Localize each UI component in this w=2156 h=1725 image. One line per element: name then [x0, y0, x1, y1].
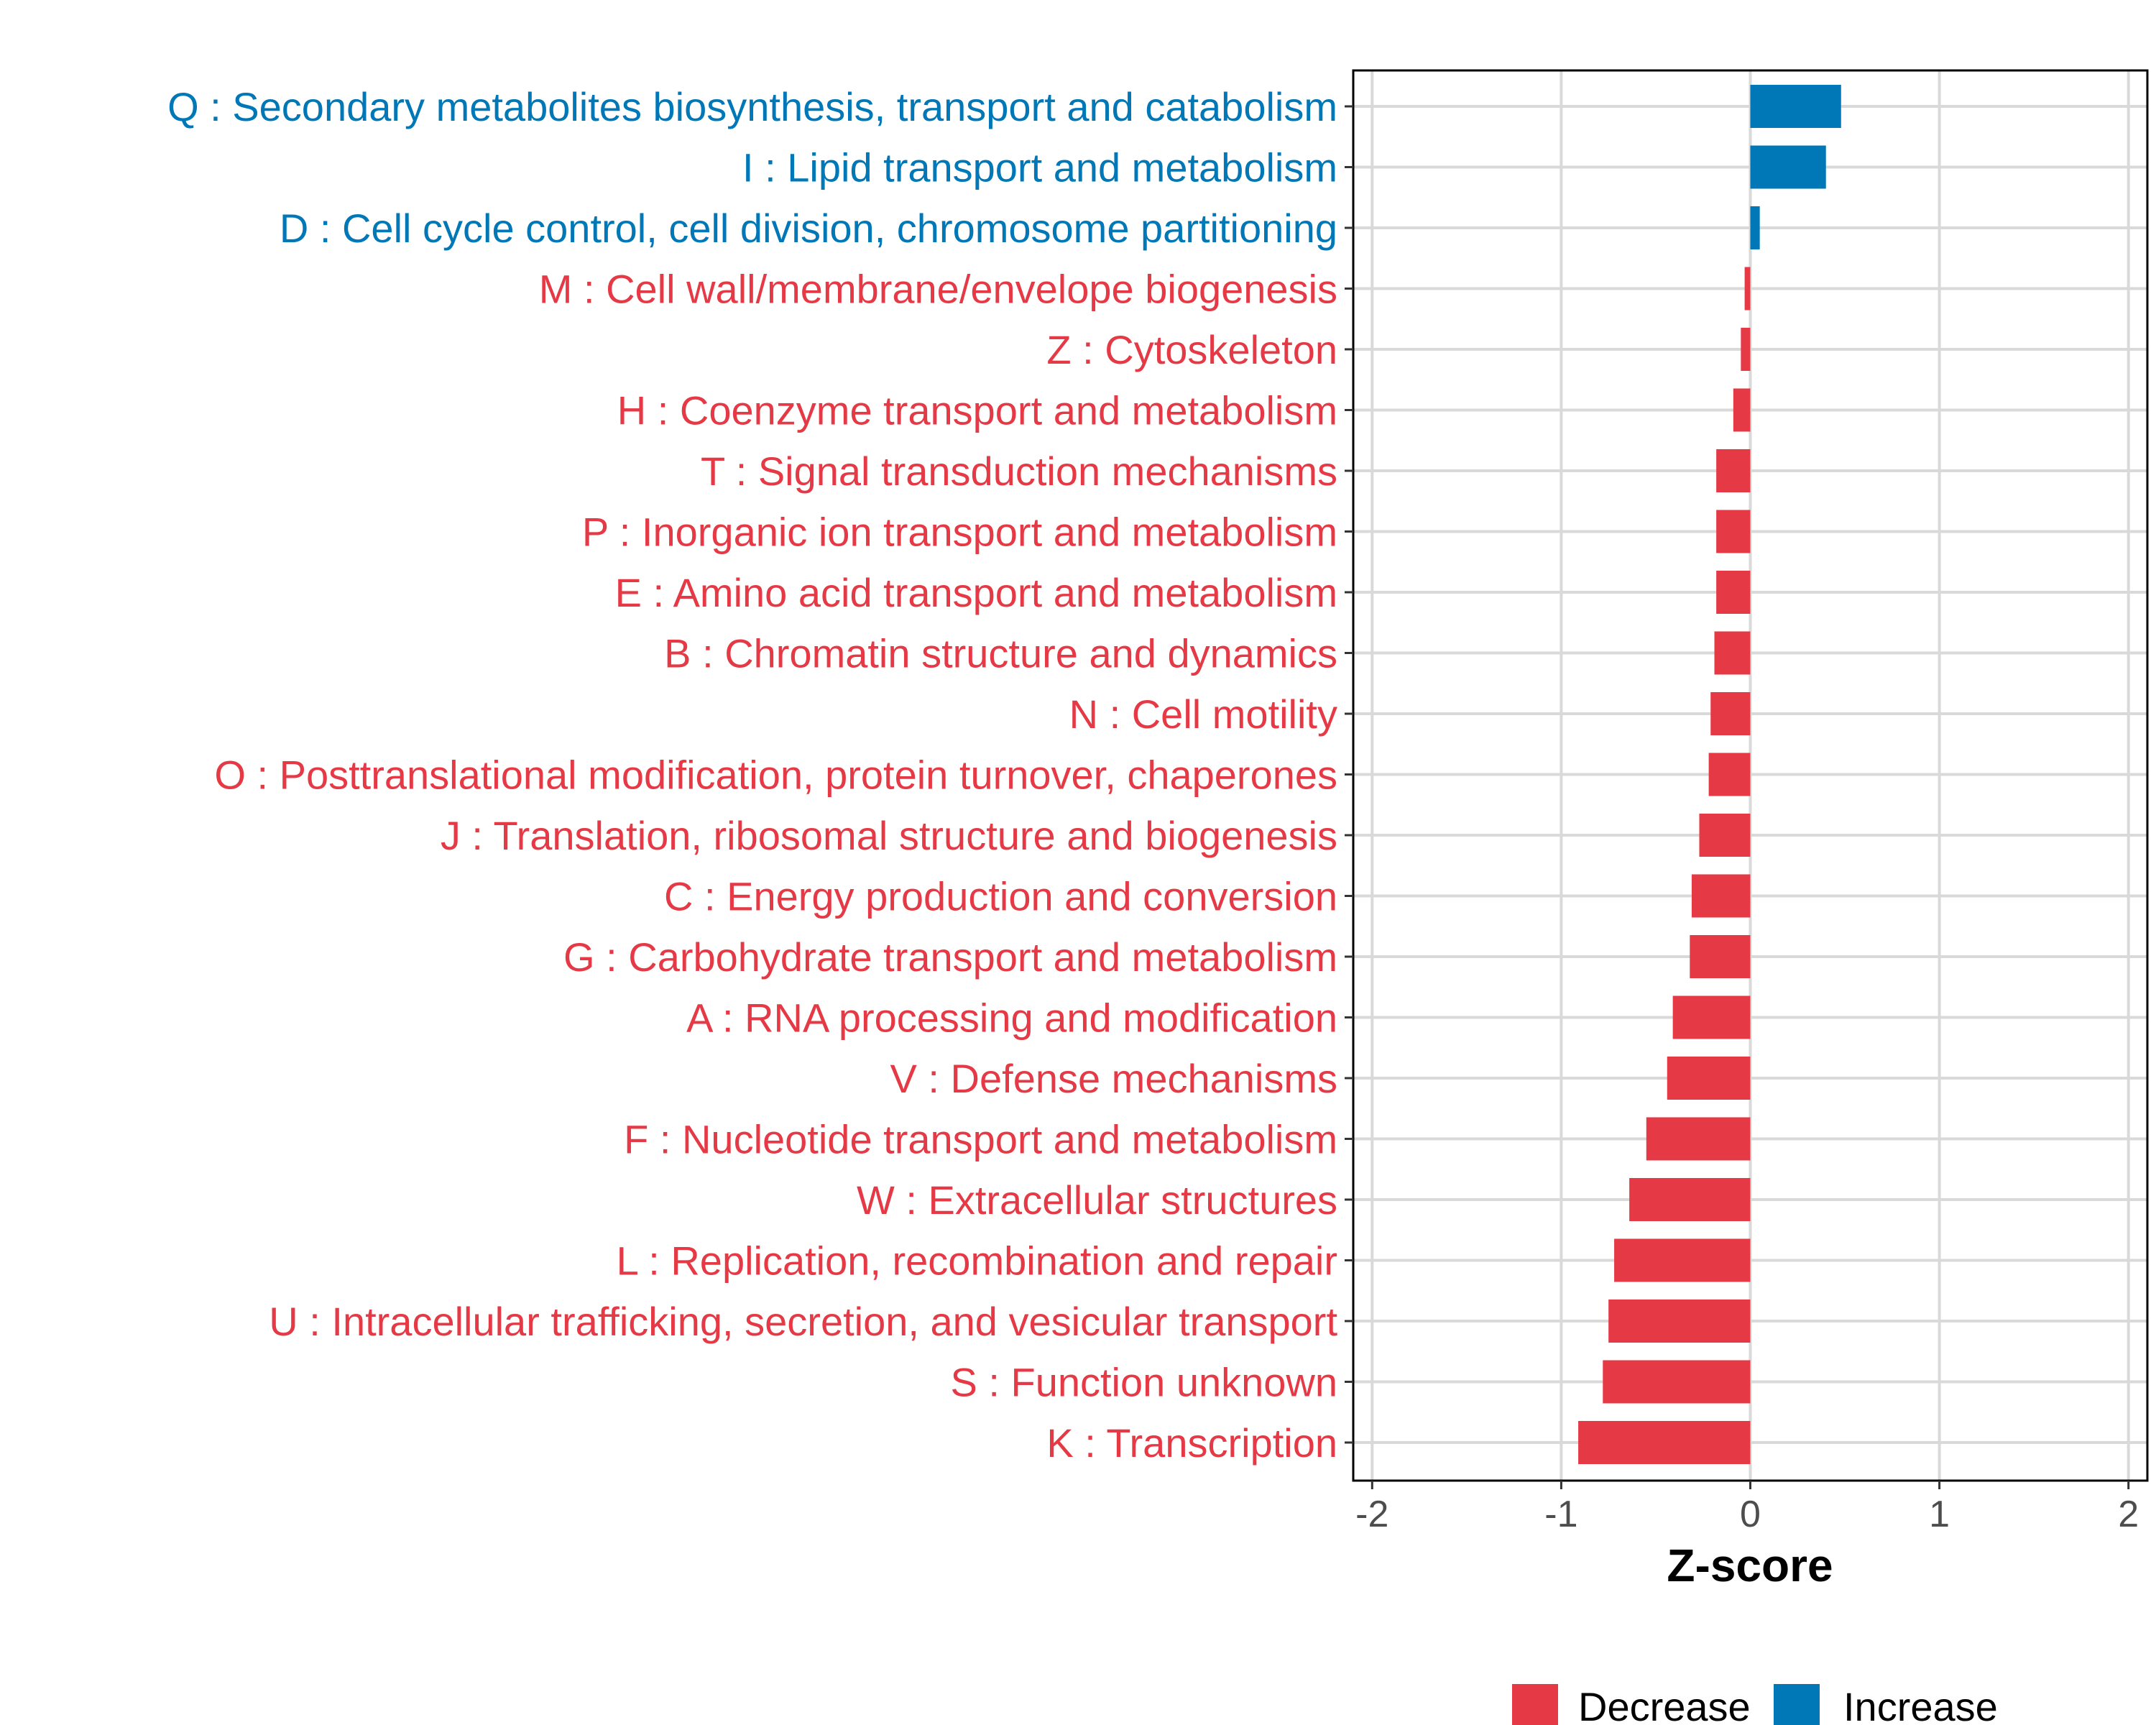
bar-f	[1646, 1117, 1751, 1161]
bar-g	[1690, 935, 1751, 978]
category-label: P : Inorganic ion transport and metaboli…	[582, 510, 1337, 555]
category-label: F : Nucleotide transport and metabolism	[624, 1117, 1337, 1162]
y-axis: Q : Secondary metabolites biosynthesis, …	[167, 84, 1353, 1466]
bar-n	[1710, 692, 1751, 735]
bar-e	[1716, 571, 1751, 614]
bar-z	[1741, 328, 1751, 371]
category-label: M : Cell wall/membrane/envelope biogenes…	[539, 267, 1337, 312]
bar-c	[1691, 874, 1751, 918]
bar-m	[1744, 267, 1751, 310]
category-label: U : Intracellular trafficking, secretion…	[269, 1299, 1337, 1344]
legend: Decrease Increase	[1512, 1684, 1998, 1725]
legend-swatch-increase	[1774, 1684, 1820, 1725]
category-label: S : Function unknown	[950, 1360, 1337, 1405]
bar-u	[1608, 1300, 1751, 1343]
legend-label-decrease: Decrease	[1578, 1684, 1751, 1725]
x-tick-label: -1	[1544, 1494, 1577, 1535]
category-label: Q : Secondary metabolites biosynthesis, …	[167, 84, 1337, 129]
bar-j	[1699, 814, 1751, 857]
bar-t	[1716, 449, 1751, 492]
category-label: L : Replication, recombination and repai…	[617, 1238, 1337, 1284]
legend-label-increase: Increase	[1843, 1684, 1998, 1725]
category-label: N : Cell motility	[1069, 691, 1337, 737]
bar-l	[1614, 1238, 1751, 1282]
category-label: V : Defense mechanisms	[890, 1056, 1337, 1101]
bar-o	[1708, 753, 1751, 796]
category-label: Z : Cytoskeleton	[1046, 327, 1337, 372]
bar-i	[1750, 145, 1826, 189]
x-tick-label: 2	[2118, 1494, 2139, 1535]
bar-b	[1714, 631, 1751, 675]
bar-p	[1716, 510, 1751, 553]
category-label: H : Coenzyme transport and metabolism	[617, 388, 1337, 433]
bar-s	[1603, 1360, 1751, 1404]
bar-d	[1750, 206, 1760, 249]
x-tick-label: 0	[1740, 1494, 1761, 1535]
category-label: C : Energy production and conversion	[664, 874, 1337, 919]
x-tick-label: -2	[1355, 1494, 1388, 1535]
category-label: D : Cell cycle control, cell division, c…	[280, 206, 1337, 251]
category-label: O : Posttranslational modification, prot…	[214, 753, 1337, 798]
category-label: I : Lipid transport and metabolism	[742, 145, 1337, 190]
x-axis: -2 -1 0 1 2	[1355, 1481, 2139, 1535]
x-tick-label: 1	[1929, 1494, 1950, 1535]
category-label: W : Extracellular structures	[857, 1177, 1337, 1223]
category-label: T : Signal transduction mechanisms	[701, 448, 1337, 494]
bar-a	[1672, 995, 1751, 1039]
category-label: G : Carbohydrate transport and metabolis…	[563, 934, 1337, 980]
bar-q	[1750, 85, 1841, 128]
category-label: K : Transcription	[1046, 1420, 1337, 1466]
category-label: J : Translation, ribosomal structure and…	[441, 813, 1337, 858]
bar-h	[1733, 388, 1751, 432]
category-label: E : Amino acid transport and metabolism	[615, 570, 1337, 615]
x-axis-title: Z-score	[1667, 1540, 1833, 1591]
bar-k	[1578, 1421, 1751, 1464]
bars	[1578, 85, 1841, 1464]
legend-swatch-decrease	[1512, 1684, 1558, 1725]
bar-w	[1629, 1178, 1751, 1221]
category-label: B : Chromatin structure and dynamics	[664, 631, 1337, 676]
bar-v	[1667, 1057, 1751, 1100]
category-label: A : RNA processing and modification	[686, 995, 1337, 1041]
